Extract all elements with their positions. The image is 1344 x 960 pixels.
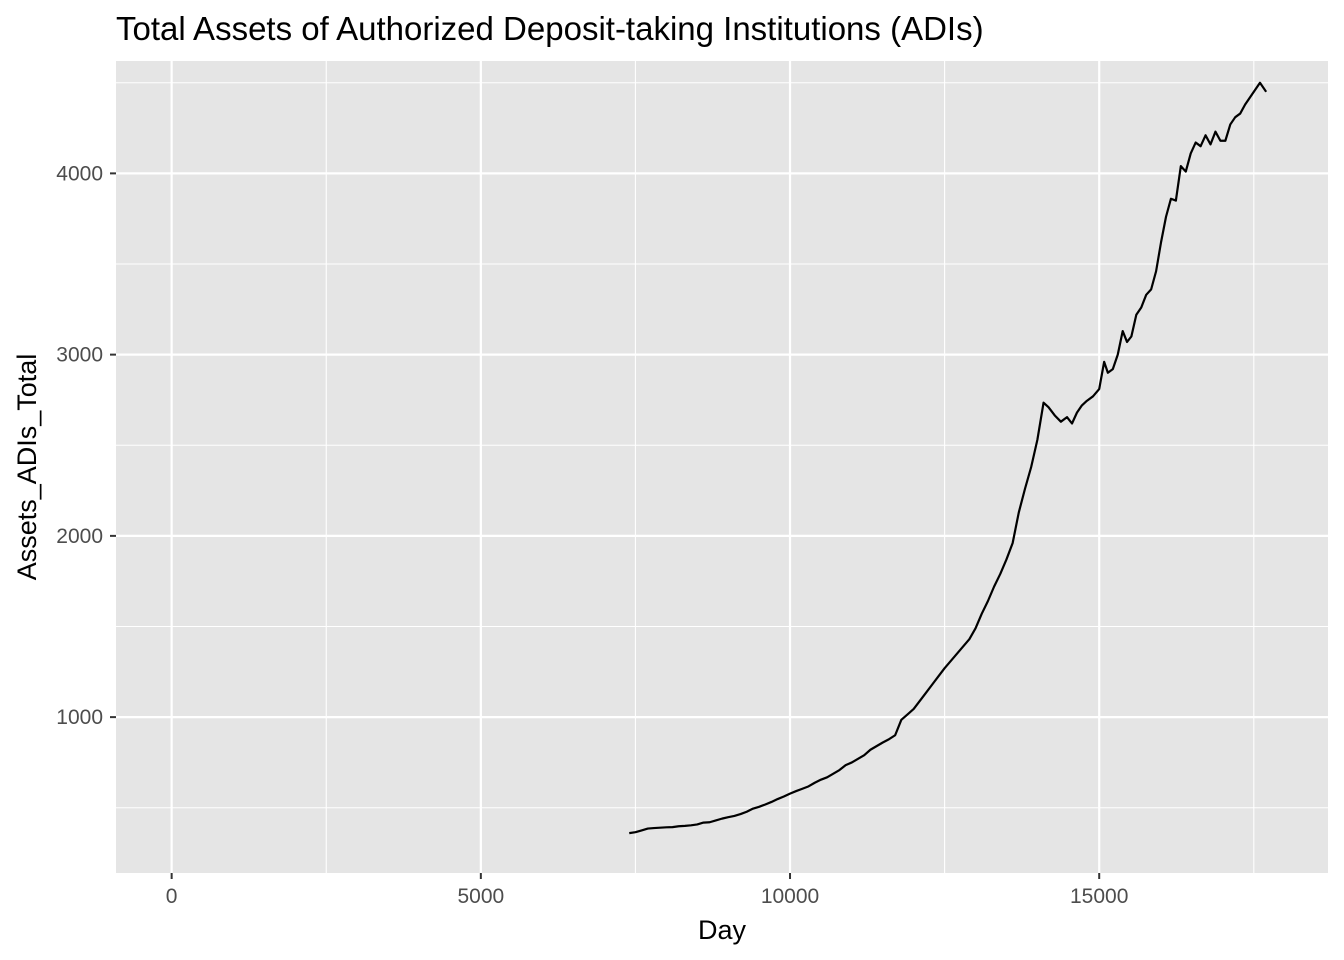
major-gridlines [116, 61, 1328, 873]
minor-gridlines [116, 61, 1328, 873]
series-layer [629, 81, 1268, 835]
y-axis-title: Assets_ADIs_Total [12, 354, 42, 581]
x-tick-label: 5000 [457, 885, 504, 908]
x-axis: 0 5000 10000 15000 [166, 873, 1128, 908]
x-tick-label: 0 [166, 885, 178, 908]
y-tick-label: 4000 [56, 162, 103, 185]
plot-panel [116, 61, 1328, 873]
chart-title: Total Assets of Authorized Deposit-takin… [116, 10, 984, 47]
y-axis: 1000 2000 3000 4000 [56, 162, 116, 729]
x-tick-label: 15000 [1070, 885, 1128, 908]
x-axis-title: Day [698, 915, 747, 945]
series-line [629, 81, 1268, 835]
x-tick-label: 10000 [761, 885, 819, 908]
y-tick-label: 3000 [56, 344, 103, 367]
y-tick-label: 2000 [56, 525, 103, 548]
y-tick-label: 1000 [56, 706, 103, 729]
